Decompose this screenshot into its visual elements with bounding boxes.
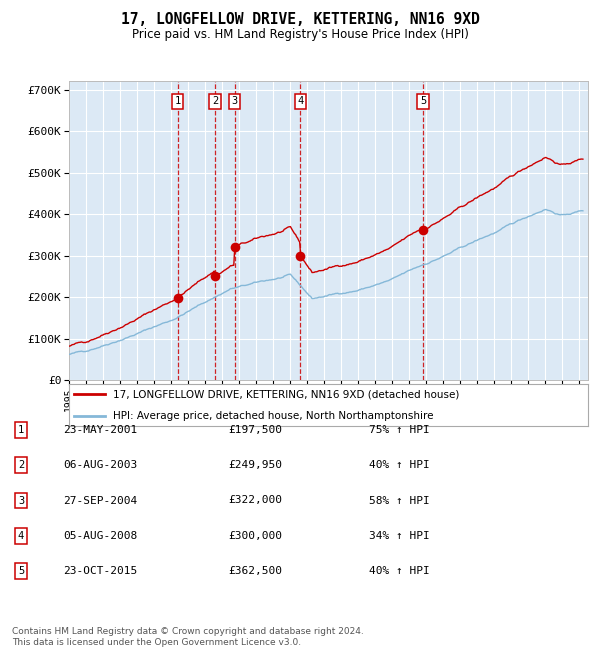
Text: 4: 4 (18, 530, 24, 541)
Text: 17, LONGFELLOW DRIVE, KETTERING, NN16 9XD: 17, LONGFELLOW DRIVE, KETTERING, NN16 9X… (121, 12, 479, 27)
Text: 5: 5 (18, 566, 24, 576)
Text: 40% ↑ HPI: 40% ↑ HPI (369, 460, 430, 471)
Text: 1: 1 (18, 425, 24, 436)
Text: 17, LONGFELLOW DRIVE, KETTERING, NN16 9XD (detached house): 17, LONGFELLOW DRIVE, KETTERING, NN16 9X… (113, 389, 460, 399)
Text: 3: 3 (18, 495, 24, 506)
Text: £362,500: £362,500 (228, 566, 282, 576)
Text: £197,500: £197,500 (228, 425, 282, 436)
Text: 58% ↑ HPI: 58% ↑ HPI (369, 495, 430, 506)
Text: £300,000: £300,000 (228, 530, 282, 541)
Text: 1: 1 (175, 96, 181, 106)
Text: 23-OCT-2015: 23-OCT-2015 (63, 566, 137, 576)
Text: 23-MAY-2001: 23-MAY-2001 (63, 425, 137, 436)
Text: 4: 4 (297, 96, 304, 106)
Text: 06-AUG-2003: 06-AUG-2003 (63, 460, 137, 471)
Text: 5: 5 (420, 96, 426, 106)
Text: HPI: Average price, detached house, North Northamptonshire: HPI: Average price, detached house, Nort… (113, 411, 434, 421)
Text: £322,000: £322,000 (228, 495, 282, 506)
Text: 2: 2 (18, 460, 24, 471)
Text: 27-SEP-2004: 27-SEP-2004 (63, 495, 137, 506)
Text: 05-AUG-2008: 05-AUG-2008 (63, 530, 137, 541)
Text: 75% ↑ HPI: 75% ↑ HPI (369, 425, 430, 436)
Text: Contains HM Land Registry data © Crown copyright and database right 2024.
This d: Contains HM Land Registry data © Crown c… (12, 627, 364, 647)
Text: 2: 2 (212, 96, 218, 106)
Text: Price paid vs. HM Land Registry's House Price Index (HPI): Price paid vs. HM Land Registry's House … (131, 28, 469, 41)
Text: 3: 3 (232, 96, 238, 106)
Text: £249,950: £249,950 (228, 460, 282, 471)
Text: 34% ↑ HPI: 34% ↑ HPI (369, 530, 430, 541)
Text: 40% ↑ HPI: 40% ↑ HPI (369, 566, 430, 576)
